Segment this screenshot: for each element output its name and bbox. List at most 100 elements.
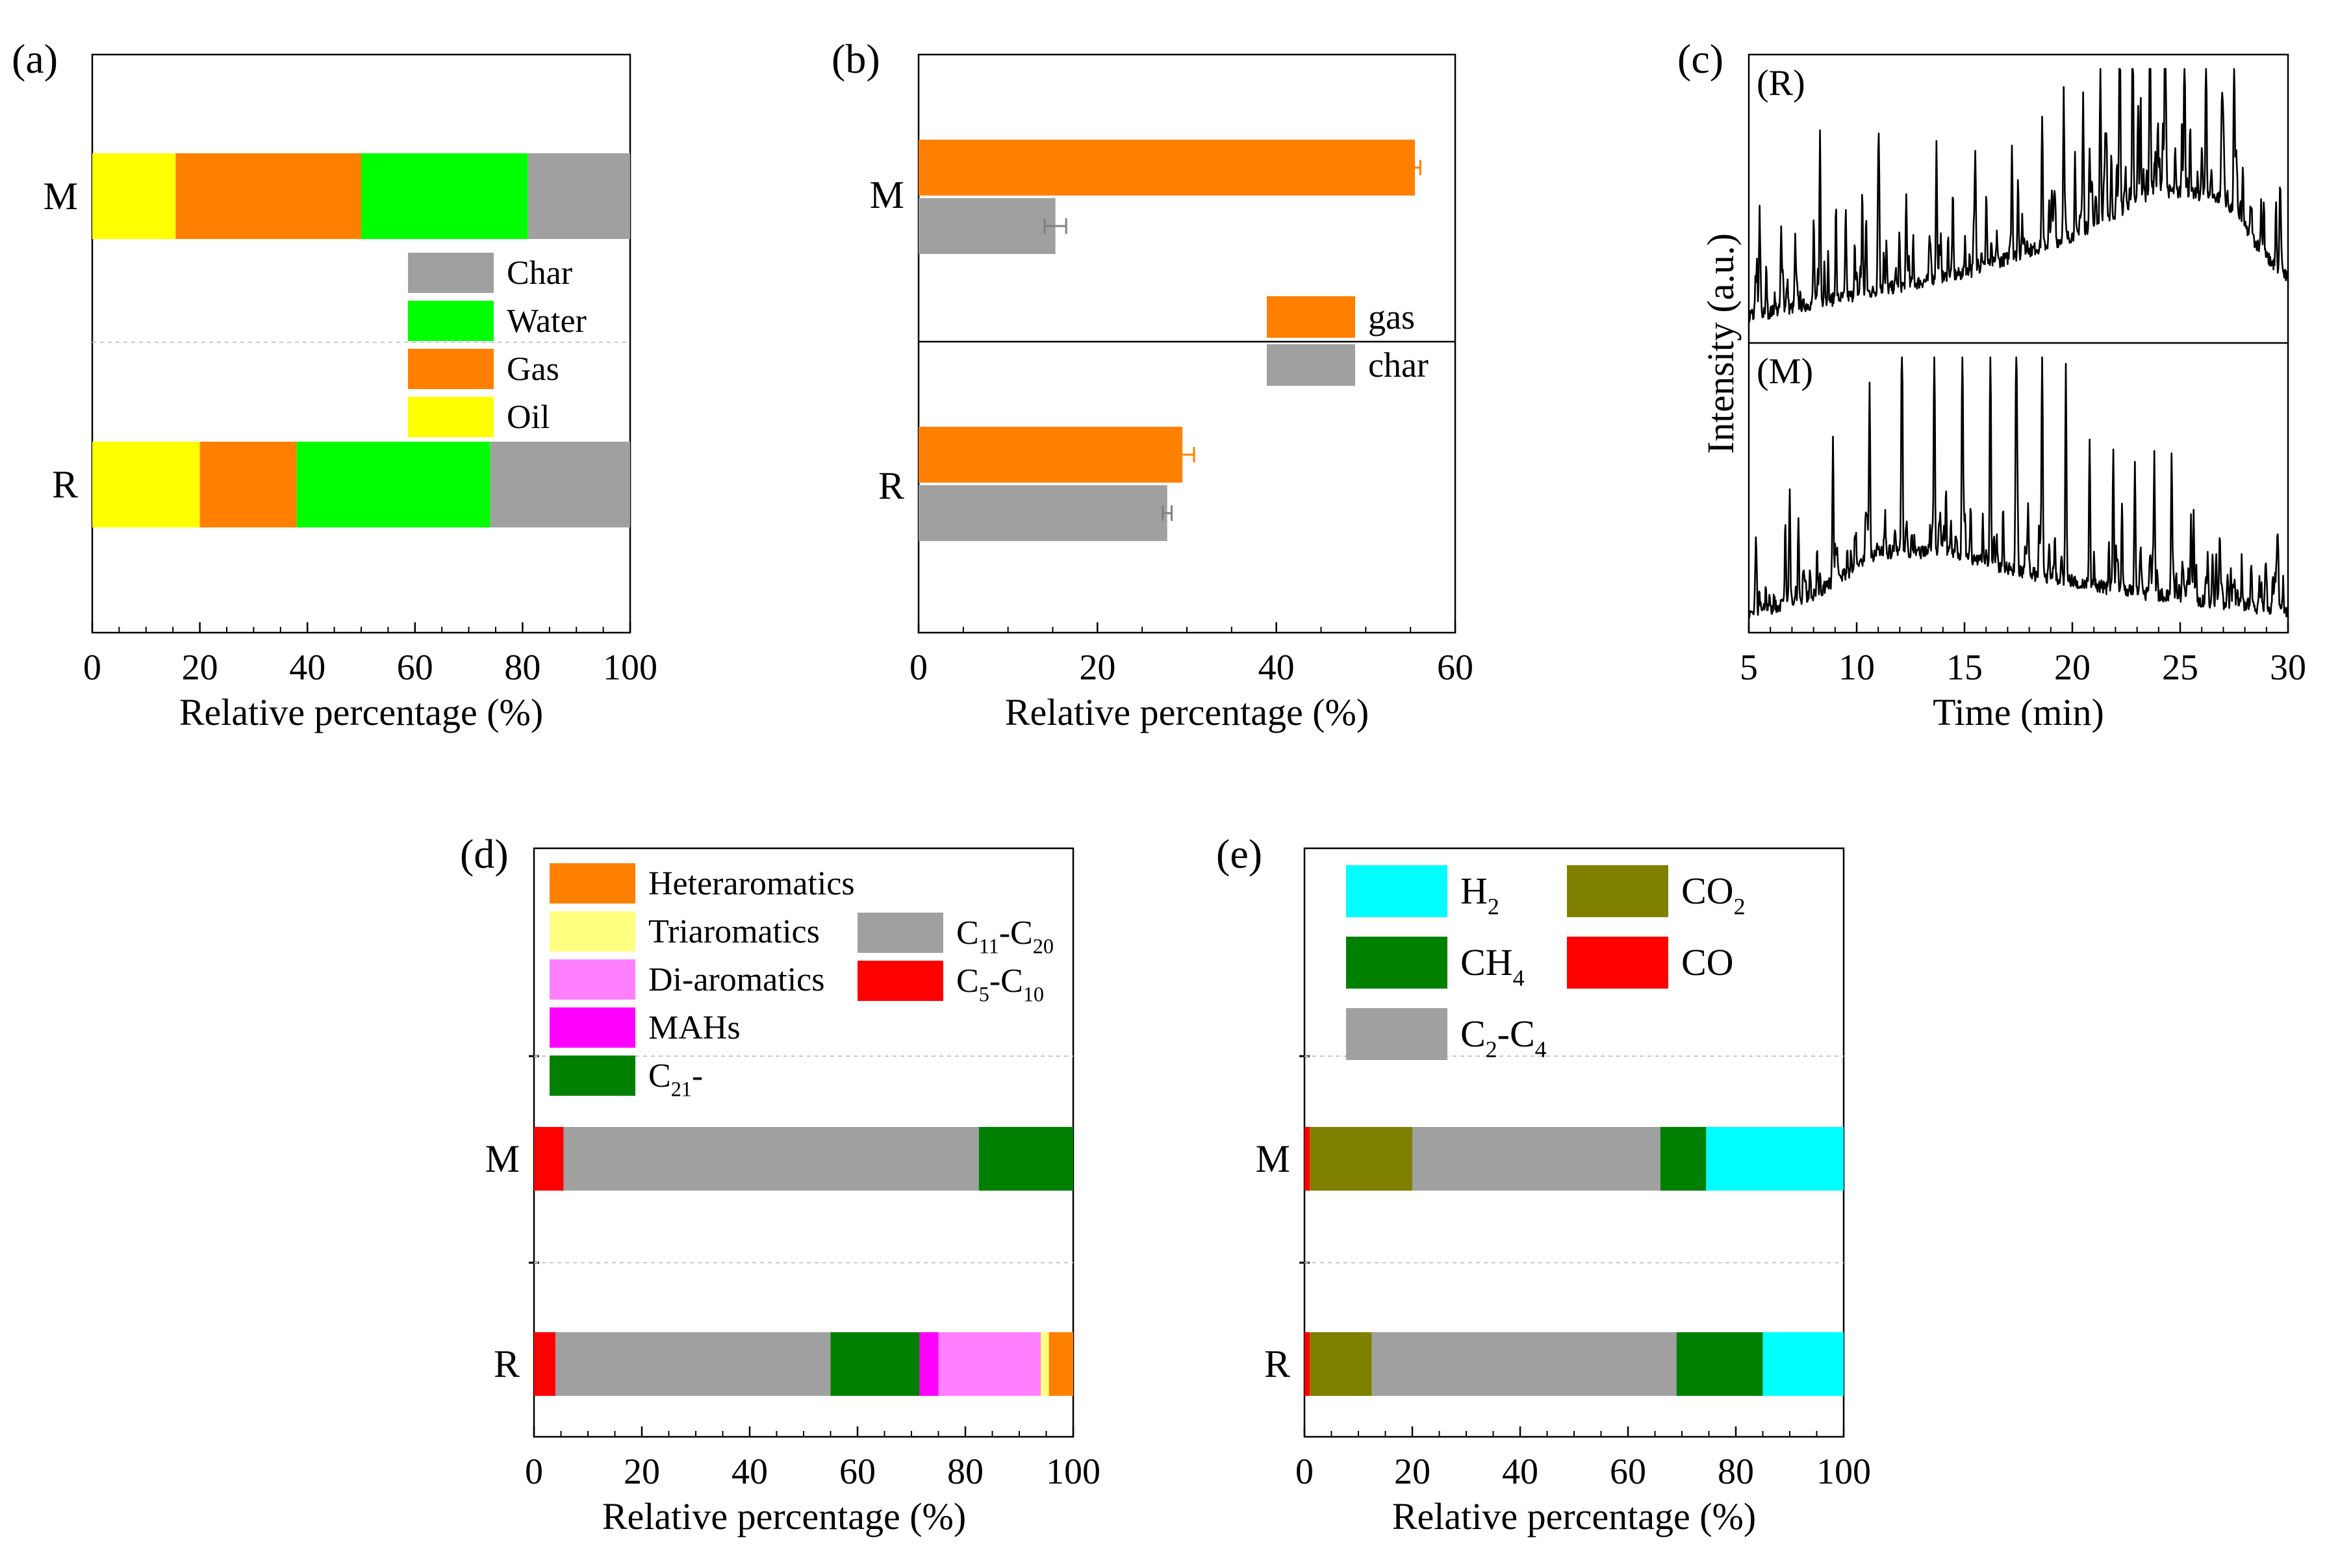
panel-e-bar-c2-c4-m bbox=[1412, 1127, 1660, 1191]
panel-e-legend-label-c2-c4: C2-C4 bbox=[1460, 1013, 1547, 1062]
panel-e-legend-label-h2: H2 bbox=[1460, 870, 1499, 919]
panel-b-legend-label-gas: gas bbox=[1368, 297, 1415, 336]
panel-d-category-m: M bbox=[485, 1137, 520, 1180]
panel-d-legend-label-triaromatics: Triaromatics bbox=[648, 913, 820, 950]
panel-e-bar-h2-m bbox=[1706, 1127, 1844, 1191]
panel-d-xtick-label: 20 bbox=[624, 1452, 660, 1492]
panel-a-legend-label-oil: Oil bbox=[507, 399, 550, 436]
panel-a-bar-water-m bbox=[361, 153, 528, 239]
panel-d-label: (d) bbox=[460, 831, 509, 877]
panel-c-label: (c) bbox=[1677, 36, 1723, 82]
panel-a-axes-frame bbox=[91, 53, 631, 634]
panel-c-xlabel: Time (min) bbox=[1933, 691, 2104, 733]
panel-b-category-m: M bbox=[870, 173, 904, 216]
panel-d-legend-label-c21: C21- bbox=[648, 1057, 703, 1101]
panel-e-bar-co2-m bbox=[1310, 1127, 1412, 1191]
panel-a-legend-swatch-gas bbox=[408, 349, 494, 389]
panel-c-xtick-label: 10 bbox=[1838, 648, 1875, 688]
panel-c-trace-label-m: (M) bbox=[1757, 351, 1813, 392]
panel-d-bar-c5-c10-m bbox=[534, 1127, 564, 1191]
panel-e-xtick-label: 20 bbox=[1394, 1452, 1431, 1492]
panel-a-bar-oil-m bbox=[92, 153, 176, 239]
panel-d-bar-triaromatics-r bbox=[1041, 1332, 1049, 1396]
panel-d-bar-c11-c20-r bbox=[555, 1332, 831, 1396]
panel-b-bar-char-r bbox=[919, 485, 1167, 541]
panel-d-bar-c21-m bbox=[978, 1127, 1073, 1191]
panel-d-xtick-label: 80 bbox=[947, 1452, 984, 1492]
panel-b-xtick-label: 20 bbox=[1079, 648, 1115, 688]
panel-a-xtick-label: 0 bbox=[83, 648, 101, 688]
panel-a-xtick-label: 100 bbox=[603, 648, 657, 688]
panel-e-legend-label-co2: CO2 bbox=[1681, 870, 1746, 919]
panel-a-legend-swatch-char bbox=[408, 253, 494, 293]
panel-e-bar-ch4-r bbox=[1676, 1332, 1763, 1396]
panel-e: (e) 0 20 40 60 80 100 Relative percentage (%) M R… bbox=[1216, 831, 1871, 1537]
panel-a-xtick-label: 80 bbox=[504, 648, 540, 688]
panel-a-xtick-label: 20 bbox=[182, 648, 218, 688]
panel-d-xtick-label: 60 bbox=[839, 1452, 876, 1492]
panel-e-xtick-label: 0 bbox=[1295, 1452, 1314, 1492]
panel-b-xtick-label: 40 bbox=[1258, 648, 1295, 688]
panel-e-category-m: M bbox=[1256, 1137, 1290, 1180]
panel-a: (a) 0 20 40 60 80 100 Relative percentage (%) M R… bbox=[12, 36, 657, 733]
panel-e-legend-swatch-co bbox=[1567, 937, 1668, 989]
panel-d-xlabel: Relative percentage (%) bbox=[602, 1495, 966, 1537]
panel-d-legend-swatch-c11-c20 bbox=[858, 913, 943, 953]
panel-d-legend-label-heteraromatics: Heteraromatics bbox=[648, 865, 855, 902]
panel-d-legend-label-mahs: MAHs bbox=[648, 1009, 741, 1046]
panel-b-legend-swatch-char bbox=[1267, 344, 1355, 386]
panel-d: (d) 0 20 40 60 80 100 Relative percentage (%) M R… bbox=[460, 831, 1100, 1537]
panel-e-xtick-label: 80 bbox=[1718, 1452, 1754, 1492]
panel-d-bar-heteraromatics-r bbox=[1049, 1332, 1073, 1396]
panel-d-bar-c5-c10-r bbox=[534, 1332, 556, 1396]
panel-b-bar-char-m bbox=[919, 198, 1056, 254]
panel-a-legend-label-char: Char bbox=[507, 255, 572, 292]
panel-b-category-r: R bbox=[878, 464, 904, 507]
panel-e-bar-ch4-m bbox=[1660, 1127, 1707, 1191]
panel-b-xtick-label: 60 bbox=[1437, 648, 1473, 688]
panel-e-bar-co-m bbox=[1304, 1127, 1310, 1191]
panel-e-category-r: R bbox=[1264, 1343, 1290, 1385]
panel-a-xtick-label: 60 bbox=[397, 648, 433, 688]
panel-d-bar-di-aromatics-r bbox=[938, 1332, 1041, 1396]
panel-d-bar-mahs-r bbox=[919, 1332, 939, 1396]
panel-e-xtick-label: 40 bbox=[1502, 1452, 1538, 1492]
panel-d-xtick-label: 40 bbox=[731, 1452, 768, 1492]
panel-b-legend-swatch-gas bbox=[1267, 296, 1355, 338]
panel-c-trace-r bbox=[1748, 68, 2289, 323]
panel-d-legend-swatch-di-aromatics bbox=[550, 959, 635, 1000]
panel-d-legend-swatch-c21 bbox=[550, 1056, 635, 1096]
panel-e-legend-label-ch4: CH4 bbox=[1460, 941, 1525, 991]
panel-d-category-r: R bbox=[494, 1343, 520, 1385]
panel-a-bar-gas-m bbox=[175, 153, 361, 239]
panel-a-xtick-label: 40 bbox=[289, 648, 325, 688]
panel-c-trace-m bbox=[1748, 356, 2289, 619]
panel-a-bar-oil-r bbox=[92, 442, 200, 527]
panel-d-legend-swatch-c5-c10 bbox=[858, 961, 943, 1001]
panel-c-xtick-label: 20 bbox=[2054, 648, 2091, 688]
panel-a-label: (a) bbox=[12, 36, 58, 82]
panel-d-bar-c11-c20-m bbox=[563, 1127, 979, 1191]
panel-a-legend-swatch-oil bbox=[408, 397, 494, 437]
panel-e-bar-c2-c4-r bbox=[1371, 1332, 1677, 1396]
panel-c-trace-label-r: (R) bbox=[1757, 63, 1805, 103]
panel-b-bar-gas-r bbox=[919, 427, 1183, 483]
panel-a-xlabel: Relative percentage (%) bbox=[179, 691, 543, 733]
panel-d-legend-swatch-triaromatics bbox=[550, 911, 635, 952]
panel-e-bar-co2-r bbox=[1310, 1332, 1372, 1396]
panel-e-legend-swatch-co2 bbox=[1567, 865, 1668, 917]
panel-e-legend-swatch-h2 bbox=[1346, 865, 1447, 917]
panel-d-legend-label-c11-c20: C11-C20 bbox=[956, 915, 1054, 958]
panel-a-bar-gas-r bbox=[199, 442, 297, 527]
panel-c-xtick-label: 30 bbox=[2270, 648, 2306, 688]
panel-e-bar-co-r bbox=[1304, 1332, 1310, 1396]
panel-d-xtick-label: 100 bbox=[1046, 1452, 1100, 1492]
panel-d-xtick-label: 0 bbox=[525, 1452, 543, 1492]
panel-e-legend-swatch-ch4 bbox=[1346, 937, 1447, 989]
panel-b-label: (b) bbox=[832, 36, 880, 82]
panel-d-bar-c21-r bbox=[830, 1332, 920, 1396]
panel-e-xtick-label: 100 bbox=[1816, 1452, 1871, 1492]
panel-e-bar-h2-r bbox=[1762, 1332, 1844, 1396]
